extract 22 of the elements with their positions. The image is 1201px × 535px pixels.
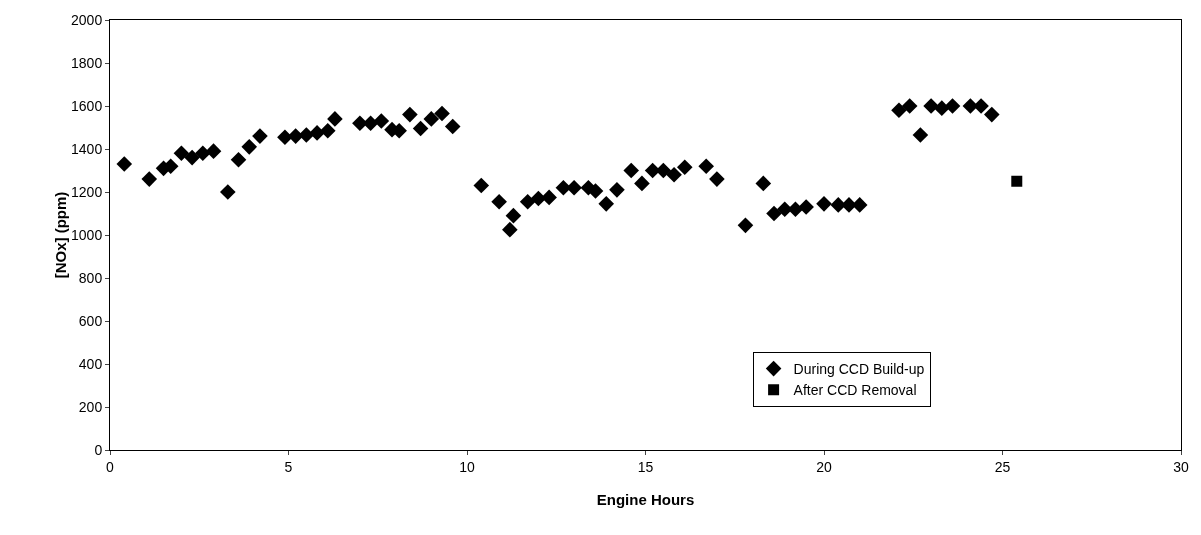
x-tick-label: 10 — [459, 458, 475, 475]
legend-label: After CCD Removal — [793, 382, 917, 399]
x-tick-label: 5 — [284, 458, 293, 475]
y-tick-label: 1600 — [71, 97, 103, 114]
y-tick-label: 0 — [94, 441, 103, 458]
y-tick-label: 1000 — [71, 226, 103, 243]
x-tick-label: 30 — [1173, 458, 1189, 475]
y-tick-label: 600 — [78, 312, 103, 329]
y-tick-label: 1400 — [71, 140, 103, 157]
x-tick-label: 20 — [816, 458, 832, 475]
x-tick-label: 15 — [637, 458, 654, 475]
x-tick-label: 0 — [106, 458, 115, 475]
y-tick-label: 800 — [78, 269, 103, 286]
y-axis-title: [NOx] (ppm) — [52, 191, 70, 279]
x-tick-label: 25 — [994, 458, 1011, 475]
x-axis-title: Engine Hours — [596, 491, 695, 508]
y-tick-label: 200 — [78, 398, 103, 415]
y-tick-label: 400 — [78, 355, 103, 372]
legend-label: During CCD Build-up — [793, 361, 925, 378]
y-tick-label: 2000 — [71, 11, 103, 28]
y-tick-label: 1200 — [71, 183, 103, 200]
y-tick-label: 1800 — [71, 54, 103, 71]
